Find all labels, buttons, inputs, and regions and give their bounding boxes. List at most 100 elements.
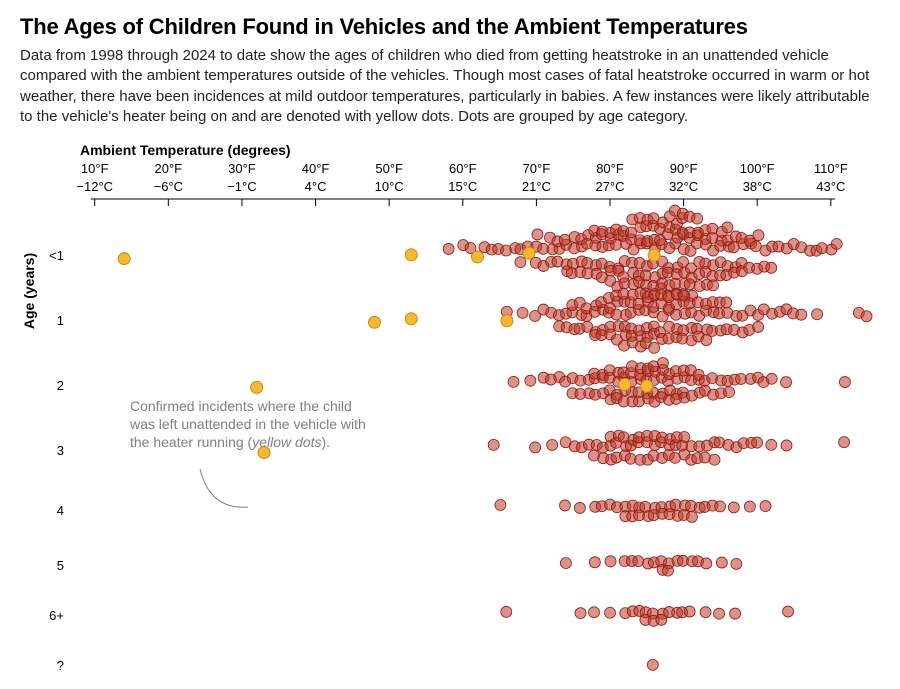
data-dot — [692, 213, 703, 224]
data-dot — [700, 607, 711, 618]
data-dot — [730, 608, 741, 619]
annotation-text: was left unattended in the vehicle with — [129, 416, 366, 432]
data-dot — [488, 439, 499, 450]
data-dot — [839, 437, 850, 448]
x-tick-c: 38°C — [743, 179, 772, 194]
x-tick-f: 50°F — [375, 161, 403, 176]
y-category-label: ? — [57, 658, 64, 673]
data-dot — [714, 608, 725, 619]
data-dot — [559, 500, 570, 511]
data-dot — [657, 357, 668, 368]
data-dot — [589, 557, 600, 568]
data-dot — [589, 607, 600, 618]
data-dot — [728, 502, 739, 513]
data-dot — [525, 375, 536, 386]
data-dot — [530, 442, 541, 453]
x-tick-f: 90°F — [670, 161, 698, 176]
data-dot — [684, 279, 695, 290]
data-dot — [831, 239, 842, 250]
data-dot — [753, 230, 764, 241]
data-dot — [796, 309, 807, 320]
data-dot — [766, 373, 777, 384]
data-dot — [753, 321, 764, 332]
x-tick-f: 70°F — [523, 161, 551, 176]
data-dot — [760, 501, 771, 512]
heater-dot — [405, 313, 417, 325]
x-tick-c: 10°C — [375, 179, 404, 194]
heater-dot — [523, 247, 535, 259]
y-category-label: 2 — [57, 378, 64, 393]
heater-dot — [619, 378, 631, 390]
data-dot — [575, 608, 586, 619]
data-dot — [709, 454, 720, 465]
x-tick-c: 27°C — [595, 179, 624, 194]
data-dot — [699, 452, 710, 463]
data-dot — [559, 234, 570, 245]
data-dot — [443, 243, 454, 254]
data-dot — [716, 557, 727, 568]
heater-dot — [118, 253, 130, 265]
data-dot — [560, 558, 571, 569]
data-dot — [662, 565, 673, 576]
data-dot — [633, 556, 644, 567]
data-dot — [611, 239, 622, 250]
data-dot — [649, 342, 660, 353]
x-tick-c: 43°C — [816, 179, 845, 194]
data-dot — [640, 270, 651, 281]
annotation-pointer — [200, 469, 248, 507]
data-dot — [724, 387, 735, 398]
data-dot — [783, 606, 794, 617]
data-dot — [812, 309, 823, 320]
data-dot — [574, 502, 585, 513]
x-tick-f: 100°F — [740, 161, 775, 176]
x-tick-f: 110°F — [814, 161, 848, 176]
x-tick-f: 60°F — [449, 161, 477, 176]
x-tick-f: 30°F — [228, 161, 256, 176]
data-dot — [766, 262, 777, 273]
x-tick-c: −1°C — [227, 179, 256, 194]
x-tick-c: 4°C — [305, 179, 327, 194]
y-category-label: <1 — [49, 248, 64, 263]
x-tick-c: 15°C — [448, 179, 477, 194]
data-dot — [647, 659, 658, 670]
x-tick-f: 20°F — [155, 161, 183, 176]
annotation-text: the heater running (yellow dots). — [130, 434, 330, 450]
heater-dot — [251, 381, 263, 393]
data-dot — [715, 501, 726, 512]
data-dot — [686, 511, 697, 522]
data-dot — [731, 558, 742, 569]
data-dot — [781, 440, 792, 451]
y-axis-title: Age (years) — [21, 253, 37, 329]
data-dot — [781, 377, 792, 388]
data-dot — [728, 242, 739, 253]
data-dot — [684, 606, 695, 617]
y-category-label: 5 — [57, 558, 64, 573]
x-tick-c: 32°C — [669, 179, 698, 194]
data-dot — [839, 377, 850, 388]
data-dot — [605, 556, 616, 567]
x-axis-title: Ambient Temperature (degrees) — [80, 142, 291, 158]
data-dot — [708, 280, 719, 291]
data-dot — [515, 257, 526, 268]
data-dot — [547, 439, 558, 450]
scatter-chart: Ambient Temperature (degrees) 10°F −12°C 20… — [20, 141, 880, 681]
heater-dot — [405, 249, 417, 261]
y-category-label: 1 — [57, 313, 64, 328]
x-tick-c: −12°C — [76, 179, 113, 194]
data-dot — [722, 222, 733, 233]
data-dot — [532, 229, 543, 240]
data-dot — [679, 432, 690, 443]
y-category-label: 4 — [57, 503, 64, 518]
data-dot — [517, 307, 528, 318]
data-dot — [766, 439, 777, 450]
data-dot — [721, 297, 732, 308]
x-tick-f: 10°F — [81, 161, 109, 176]
data-dot — [495, 499, 506, 510]
chart-title: The Ages of Children Found in Vehicles a… — [20, 14, 880, 40]
data-dot — [605, 607, 616, 618]
heater-dot — [472, 251, 484, 263]
heater-dot — [368, 316, 380, 328]
heater-dot — [501, 315, 513, 327]
x-tick-f: 80°F — [596, 161, 624, 176]
heater-dot — [648, 249, 660, 261]
